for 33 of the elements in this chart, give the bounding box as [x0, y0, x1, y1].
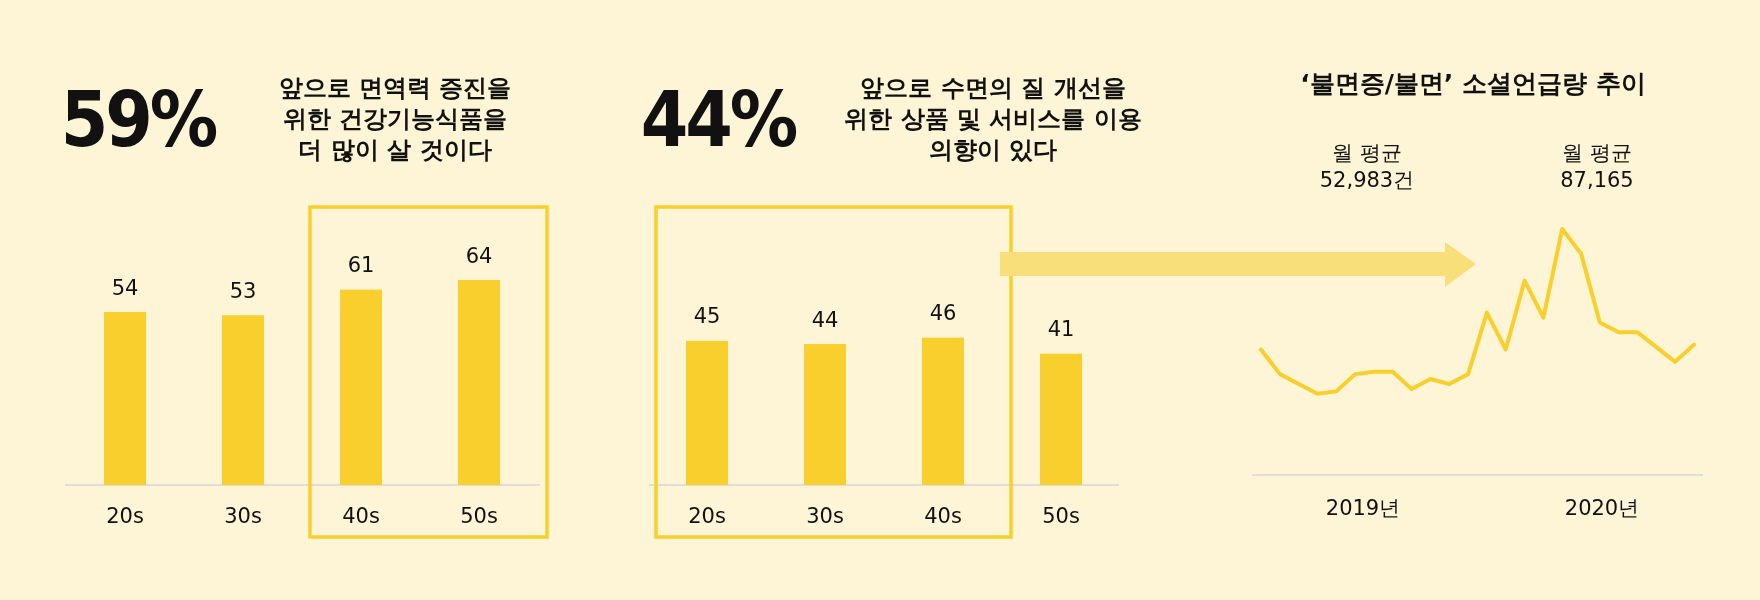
chart-title: ‘불면증/불면’ 소셜언급량 추이	[1299, 67, 1647, 100]
text: 2020년	[1563, 494, 1641, 522]
bar	[804, 344, 846, 485]
data-label: 41	[1046, 316, 1076, 344]
x-tick-label: 20s	[105, 502, 145, 530]
bar	[222, 315, 264, 485]
data-label: 45	[692, 303, 722, 331]
bar	[104, 312, 146, 485]
x-tick-label: 30s	[223, 502, 263, 530]
text: 2019년	[1324, 494, 1402, 522]
bar	[340, 289, 382, 485]
data-label: 53	[228, 277, 258, 305]
data-label: 61	[346, 252, 376, 280]
x-tick-label: 50s	[459, 502, 499, 530]
data-label: 54	[110, 274, 140, 302]
x-tick-label: 20s	[687, 502, 727, 530]
chart-subtitle: 앞으로 수면의 질 개선을 위한 상품 및 서비스를 이용 의향이 있다	[843, 73, 1143, 167]
chart-title: 44%	[639, 73, 797, 166]
data-label: 44	[810, 306, 840, 334]
data-label: 46	[928, 300, 958, 328]
bar	[1040, 353, 1082, 485]
bar	[686, 340, 728, 485]
bar	[458, 280, 500, 485]
chart-title: 59%	[59, 73, 217, 166]
text: 월 평균 52,983건	[1318, 139, 1416, 194]
x-tick-label: 40s	[341, 502, 381, 530]
chart-subtitle: 앞으로 면역력 증진을 위한 건강기능식품을 더 많이 살 것이다	[277, 73, 513, 167]
x-tick-label: 50s	[1041, 502, 1081, 530]
x-tick-label: 30s	[805, 502, 845, 530]
text: 월 평균 87,165	[1559, 139, 1635, 194]
x-tick-label: 40s	[923, 502, 963, 530]
bar	[922, 337, 964, 485]
data-label: 64	[464, 242, 494, 270]
